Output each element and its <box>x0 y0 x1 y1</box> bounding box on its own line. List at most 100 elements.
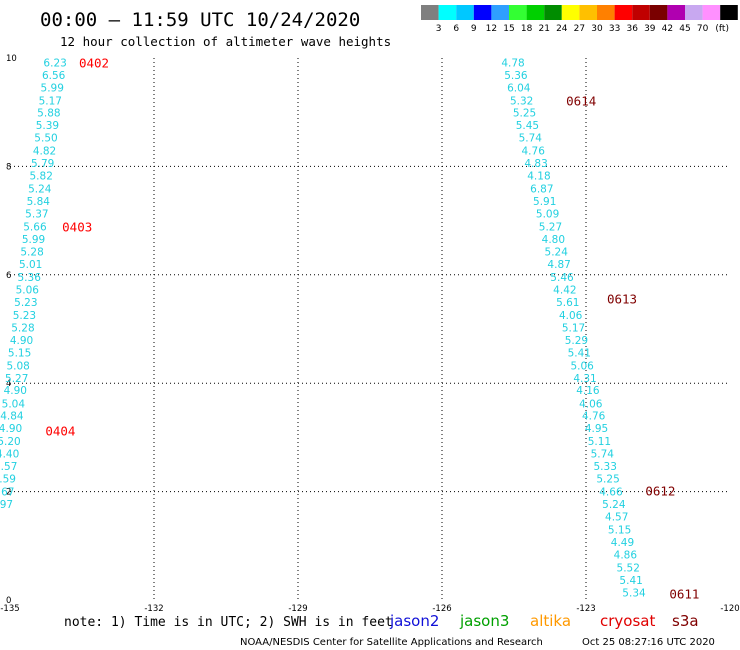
swh-point: 5.24 <box>28 184 52 196</box>
colorbar: 3 6 9 12 15 18 21 24 27 30 33 36 39 42 45 70 (ft) <box>421 5 738 34</box>
plot-area: -135 -132 -129 -126 -123 -120 0 2 4 6 8 10 6.236.5… <box>0 54 740 614</box>
colorbar-swatch <box>685 5 703 20</box>
colorbar-label: 39 <box>644 24 656 34</box>
colorbar-swatch <box>544 5 562 20</box>
swh-point: 5.33 <box>594 461 617 473</box>
swh-point: 4.42 <box>553 284 576 296</box>
swh-point: 6.56 <box>42 70 66 82</box>
time-label: 0404 <box>45 423 75 438</box>
swh-point: 4.18 <box>527 171 550 183</box>
colorbar-swatch <box>632 5 650 20</box>
swh-point: 5.74 <box>519 133 543 145</box>
colorbar-swatch <box>526 5 545 20</box>
colorbar-label: 18 <box>521 24 533 34</box>
swh-point: 5.61 <box>556 297 579 309</box>
y-tick-label: 8 <box>6 162 11 172</box>
y-tick-label: 10 <box>6 54 17 64</box>
swh-point: 5.41 <box>568 347 591 359</box>
colorbar-label: 30 <box>591 24 603 34</box>
swh-point: 5.27 <box>539 222 562 234</box>
y-tick-label: 0 <box>6 596 11 606</box>
colorbar-swatch <box>491 5 509 20</box>
x-tick-label: -120 <box>720 604 739 614</box>
colorbar-label: 42 <box>662 24 673 34</box>
swh-point: 4.76 <box>522 146 546 158</box>
time-labels: 0402 0403 0404 0614 0613 0612 0611 <box>45 55 699 601</box>
swh-point: 5.09 <box>536 209 559 221</box>
colorbar-swatch <box>456 5 474 20</box>
chart-subtitle: 12 hour collection of altimeter wave hei… <box>60 34 391 49</box>
swh-point: 4.84 <box>0 411 24 423</box>
swh-point: 5.36 <box>18 272 42 284</box>
swh-point: 5.99 <box>22 234 45 246</box>
swh-point: 5.84 <box>27 196 51 208</box>
chart-title: 00:00 – 11:59 UTC 10/24/2020 <box>40 9 360 31</box>
colorbar-label: 3 <box>436 24 442 34</box>
colorbar-label: 33 <box>609 24 620 34</box>
x-tick-label: -135 <box>0 604 19 614</box>
legend-jason2: jason2 <box>389 612 439 630</box>
swh-point: 5.23 <box>14 297 37 309</box>
swh-point: 5.45 <box>516 120 539 132</box>
swh-point: 4.06 <box>579 398 603 410</box>
swh-point: 5.01 <box>19 259 42 271</box>
swh-point: 4.31 <box>573 373 596 385</box>
swh-point: 5.24 <box>545 246 569 258</box>
swh-point: 5.50 <box>34 133 57 145</box>
swh-point: 5.57 <box>0 461 17 473</box>
colorbar-swatch <box>579 5 597 20</box>
swh-point: 4.57 <box>605 512 628 524</box>
time-label: 0403 <box>62 220 92 235</box>
colorbar-label: 12 <box>486 24 497 34</box>
gridlines <box>10 58 730 600</box>
colorbar-label: 6 <box>453 24 459 34</box>
colorbar-label: 9 <box>471 24 477 34</box>
swh-point: 5.34 <box>622 587 646 599</box>
swh-point: 5.32 <box>510 95 533 107</box>
time-label: 0613 <box>607 292 637 307</box>
y-tick-labels: 0 2 4 6 8 10 <box>6 54 17 606</box>
swh-point: 5.17 <box>562 322 585 334</box>
swh-point: 4.40 <box>0 449 19 461</box>
y-tick-label: 4 <box>6 379 11 389</box>
footer-credit: NOAA/NESDIS Center for Satellite Applica… <box>240 637 543 648</box>
swh-point: 6.04 <box>507 82 531 94</box>
swh-point: 5.15 <box>608 525 631 537</box>
swh-point: 5.88 <box>37 108 60 120</box>
colorbar-swatch <box>438 5 457 20</box>
time-label: 0611 <box>669 586 699 601</box>
colorbar-swatch <box>597 5 615 20</box>
swh-point: 5.79 <box>31 158 54 170</box>
swh-point: 5.36 <box>504 70 528 82</box>
swh-point: 5.37 <box>25 209 48 221</box>
colorbar-label: (ft) <box>715 24 729 34</box>
swh-point: 5.11 <box>588 436 611 448</box>
swh-point: 5.08 <box>6 360 29 372</box>
swh-point: 4.06 <box>559 310 583 322</box>
colorbar-swatch <box>702 5 721 20</box>
time-label: 0612 <box>645 484 675 499</box>
swh-point: 4.59 <box>0 474 16 486</box>
x-tick-label: -123 <box>576 604 595 614</box>
swh-point: 5.82 <box>30 171 53 183</box>
swh-point: 5.15 <box>8 347 31 359</box>
swh-point: 5.91 <box>533 196 556 208</box>
data-points: 6.236.565.995.175.885.395.504.825.795.82… <box>0 57 646 599</box>
swh-point: 5.74 <box>591 449 615 461</box>
colorbar-swatch <box>720 5 738 20</box>
swh-point: 6.23 <box>43 57 66 69</box>
colorbar-swatch <box>509 5 527 20</box>
swh-point: 5.66 <box>23 222 47 234</box>
swh-point: 5.06 <box>570 360 594 372</box>
swh-point: 5.25 <box>513 108 536 120</box>
swh-point: 5.46 <box>550 272 574 284</box>
swh-point: 5.24 <box>602 499 626 511</box>
swh-point: 4.90 <box>10 335 33 347</box>
colorbar-label: 15 <box>503 24 514 34</box>
swh-point: 5.29 <box>565 335 588 347</box>
colorbar-label: 70 <box>697 24 709 34</box>
time-label: 0614 <box>566 93 596 108</box>
swh-point: 4.86 <box>614 549 638 561</box>
